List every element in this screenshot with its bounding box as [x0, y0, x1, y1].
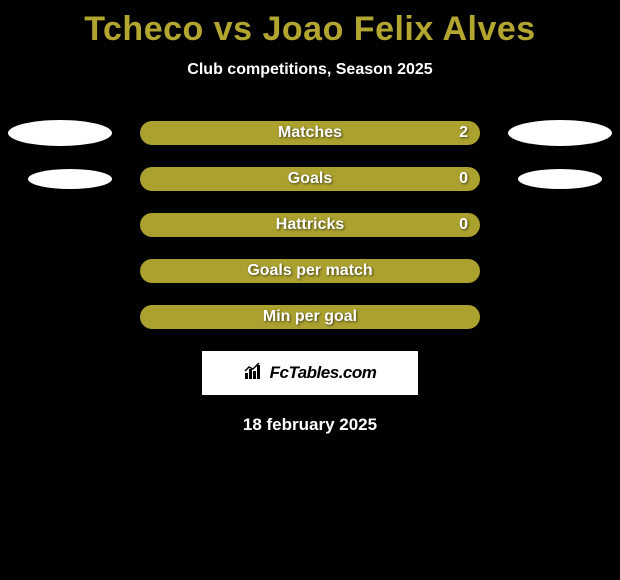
date-label: 18 february 2025 — [0, 415, 620, 435]
stat-bar: Goals 0 — [140, 167, 480, 191]
stats-rows: Matches 2 Goals 0 Hattricks 0 Goals per … — [0, 121, 620, 329]
stat-row: Matches 2 — [0, 121, 620, 145]
stat-value: 0 — [459, 216, 468, 234]
stat-label: Goals — [288, 170, 332, 188]
stat-bar: Matches 2 — [140, 121, 480, 145]
bar-chart-icon — [244, 361, 266, 386]
stat-value: 2 — [459, 124, 468, 142]
subtitle: Club competitions, Season 2025 — [0, 61, 620, 79]
stat-row: Hattricks 0 — [0, 213, 620, 237]
stat-bar: Min per goal — [140, 305, 480, 329]
left-marker-ellipse — [8, 120, 112, 146]
brand-text: FcTables.com — [270, 363, 377, 383]
left-marker-ellipse — [28, 169, 112, 189]
stat-row: Goals per match — [0, 259, 620, 283]
right-marker-ellipse — [508, 120, 612, 146]
stat-bar: Goals per match — [140, 259, 480, 283]
right-marker-ellipse — [518, 169, 602, 189]
stat-bar: Hattricks 0 — [140, 213, 480, 237]
stat-value: 0 — [459, 170, 468, 188]
page-title: Tcheco vs Joao Felix Alves — [0, 0, 620, 49]
stat-label: Min per goal — [263, 308, 357, 326]
stat-row: Goals 0 — [0, 167, 620, 191]
brand-badge: FcTables.com — [202, 351, 418, 395]
stat-label: Goals per match — [247, 262, 372, 280]
stat-label: Hattricks — [276, 216, 344, 234]
stat-label: Matches — [278, 124, 342, 142]
stat-row: Min per goal — [0, 305, 620, 329]
